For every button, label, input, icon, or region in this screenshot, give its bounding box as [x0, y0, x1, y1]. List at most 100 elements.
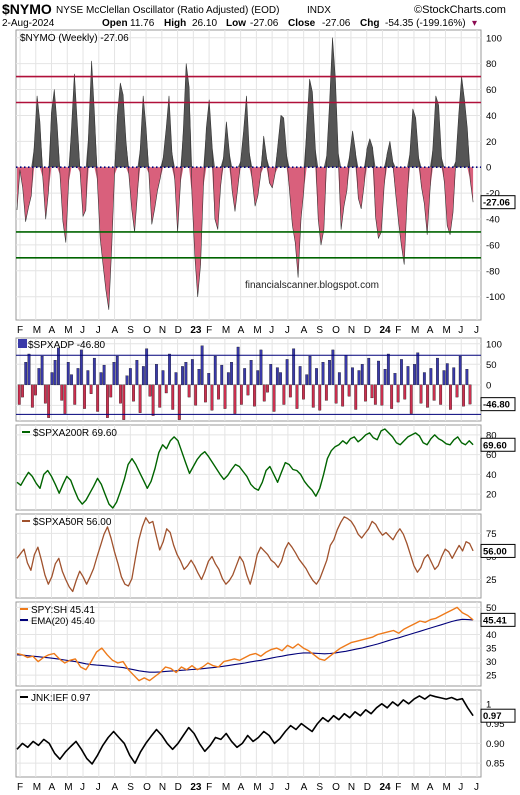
y-tick-label: 100 — [486, 339, 502, 350]
x-tick-label: O — [332, 325, 340, 336]
adp-bar — [230, 362, 233, 385]
x-tick-label: J — [458, 325, 463, 336]
high-value: 26.10 — [192, 18, 217, 29]
exchange-label: INDX — [307, 5, 331, 16]
adp-bar — [393, 373, 397, 385]
adp-bar — [138, 384, 142, 413]
adp-bar — [468, 384, 472, 405]
x-tick-label: M — [33, 325, 41, 336]
last-value-label: 69.60 — [483, 440, 507, 451]
x-tick-label: J — [269, 325, 274, 336]
adp-bar — [416, 352, 420, 385]
adp-bar — [50, 372, 54, 385]
low-value: -27.06 — [250, 18, 279, 29]
y-tick-label: 0.85 — [486, 759, 505, 770]
adp-bar — [253, 384, 256, 407]
y-tick-label: 60 — [486, 85, 497, 96]
adp-bar — [128, 368, 132, 385]
panel-title: $NYMO (Weekly) -27.06 — [20, 33, 129, 44]
adp-bar — [422, 372, 426, 385]
x-tick-label: 23 — [190, 782, 202, 793]
adp-bar — [256, 370, 260, 386]
adp-bar — [89, 384, 93, 394]
adp-bar — [360, 364, 364, 385]
last-value-label: 0.97 — [483, 711, 502, 722]
adp-bar — [210, 384, 214, 411]
x-tick-label: D — [175, 325, 182, 336]
adp-bar — [279, 372, 282, 385]
y-tick-label: 0 — [486, 163, 491, 174]
adp-bar — [275, 367, 279, 386]
adp-bar — [432, 384, 436, 401]
adp-bar — [158, 384, 162, 408]
adp-bar — [272, 384, 276, 412]
x-tick-label: A — [238, 325, 245, 336]
x-tick-label: N — [348, 782, 355, 793]
x-tick-label: M — [442, 782, 450, 793]
adp-bar — [429, 368, 433, 385]
nymo-positive-area — [17, 37, 474, 168]
x-tick-label: S — [127, 782, 134, 793]
adp-bar — [321, 362, 325, 385]
y-tick-label: 50 — [486, 360, 497, 371]
y-tick-label: 40 — [486, 630, 497, 641]
adp-bar — [239, 384, 243, 405]
adp-bar — [79, 349, 83, 385]
adp-bar — [269, 364, 273, 385]
y-tick-label: 40 — [486, 470, 497, 481]
a50-line — [16, 516, 474, 593]
y-tick-label: 30 — [486, 657, 497, 668]
high-label: High — [164, 18, 186, 29]
x-tick-label: D — [175, 782, 182, 793]
x-tick-label: D — [364, 325, 371, 336]
x-tick-label: N — [159, 325, 166, 336]
adp-bar — [367, 357, 371, 385]
adp-bar — [305, 374, 309, 386]
adp-bar — [92, 357, 96, 385]
y-tick-label: 35 — [486, 644, 497, 655]
adp-bar — [308, 355, 312, 386]
close-value: -27.06 — [322, 18, 351, 29]
last-value-label: 45.41 — [483, 615, 507, 626]
x-tick-label: 24 — [379, 782, 391, 793]
x-tick-label: J — [80, 782, 85, 793]
adp-bar — [148, 384, 152, 397]
adp-bar — [262, 384, 266, 402]
adp-bar — [233, 384, 237, 414]
adp-bar — [295, 384, 299, 409]
last-value-box — [480, 708, 516, 723]
x-tick-label: O — [143, 325, 151, 336]
adp-bar — [197, 369, 201, 385]
adp-bar — [409, 384, 413, 414]
y-tick-label: 40 — [486, 111, 497, 122]
jnk-ief-line — [16, 694, 474, 765]
adp-bar — [236, 346, 240, 385]
x-tick-label: F — [17, 325, 23, 336]
adp-bar — [331, 349, 335, 385]
adp-bar — [122, 384, 126, 420]
watermark: ©StockCharts.com — [414, 4, 506, 16]
adp-bar — [377, 360, 380, 385]
x-tick-label: M — [253, 325, 261, 336]
adp-bar — [40, 355, 44, 386]
adp-bar — [462, 384, 465, 407]
x-tick-label: M — [222, 325, 230, 336]
x-tick-label: A — [112, 782, 119, 793]
y-tick-label: 1 — [486, 699, 491, 710]
adp-bar — [223, 384, 227, 409]
adp-bar — [442, 370, 446, 386]
adp-bar — [406, 366, 410, 386]
y-tick-label: -20 — [486, 189, 500, 200]
x-tick-label: M — [442, 325, 450, 336]
annotation-text: financialscanner.blogspot.com — [245, 280, 379, 291]
adp-bar — [83, 384, 86, 409]
adp-bar — [226, 372, 230, 385]
panel-frame — [15, 601, 482, 687]
adp-bar — [60, 384, 64, 401]
chg-value: -54.35 (-199.16%) — [385, 18, 466, 29]
adp-bar — [288, 384, 292, 398]
nymo-outline — [16, 37, 474, 310]
x-tick-label: O — [332, 782, 340, 793]
y-tick-label: 25 — [486, 671, 497, 682]
